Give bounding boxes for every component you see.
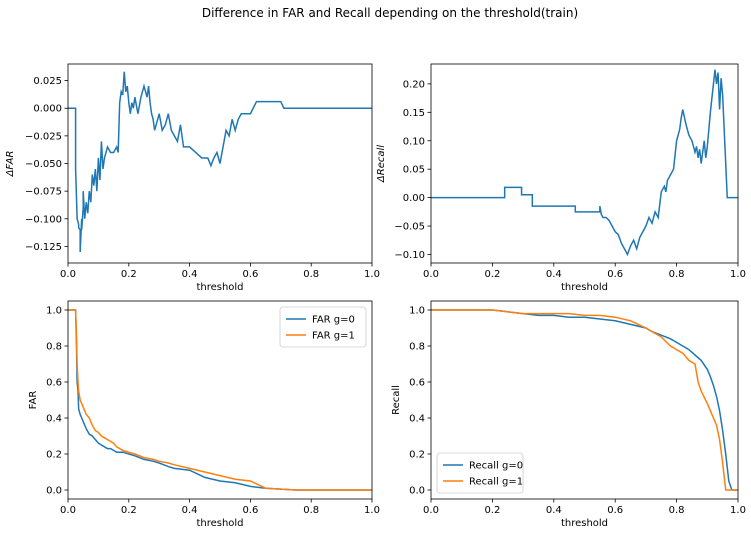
x-tick-label: 0.8 <box>303 269 319 280</box>
y-tick-label: 1.0 <box>46 306 62 317</box>
chart-panel-4: 0.0 0.2 0.4 0.6 0.8 1.0 0.0 0.2 0.4 0.6 0.8 1.0 thre… <box>391 300 746 529</box>
series-line-1 <box>431 69 738 257</box>
y-axis-label: Recall <box>391 385 402 415</box>
x-tick-label: 0.4 <box>182 269 198 280</box>
chart-panel-2: 0.0 0.2 0.4 0.6 0.8 1.0 −0.10 −0.05 0.00 0.05 0.10… <box>376 63 746 293</box>
series-line-2 <box>68 309 372 491</box>
x-tick-label: 0.4 <box>182 505 198 516</box>
y-axis-label: ΔRecall <box>376 145 387 183</box>
x-tick-label: 0.6 <box>242 505 258 516</box>
y-tick-label: 0.8 <box>46 342 62 353</box>
x-tick-label: 0.6 <box>242 269 258 280</box>
x-tick-label: 0.2 <box>121 269 137 280</box>
x-tick-label: 0.2 <box>484 269 500 280</box>
y-tick-label: 0.6 <box>409 378 425 389</box>
y-tick-label: 0.8 <box>409 342 425 353</box>
x-axis-label: threshold <box>561 518 608 529</box>
series-line-1 <box>431 309 738 491</box>
y-tick-label: 0.2 <box>46 450 62 461</box>
legend: FAR g=0 FAR g=1 <box>279 306 367 348</box>
x-tick-label: 0.8 <box>303 505 319 516</box>
x-tick-label: 0.0 <box>60 505 76 516</box>
x-axis-label: threshold <box>196 518 243 529</box>
x-axis-label: threshold <box>196 282 243 293</box>
y-tick-label: −0.025 <box>25 131 62 142</box>
y-tick-label: −0.075 <box>25 187 62 198</box>
y-tick-label: 0.00 <box>403 193 425 204</box>
x-tick-label: 0.8 <box>669 505 685 516</box>
x-tick-label: 0.4 <box>546 269 562 280</box>
y-tick-label: 0.025 <box>33 76 62 87</box>
plot-frame <box>430 300 739 500</box>
y-tick-label: 0.000 <box>33 104 62 115</box>
legend-box <box>279 306 367 348</box>
y-tick-label: 0.4 <box>46 414 62 425</box>
figure-title: Difference in FAR and Recall depending o… <box>202 6 578 20</box>
y-tick-label: −0.10 <box>394 250 425 261</box>
legend: Recall g=0 Recall g=1 <box>436 452 524 494</box>
y-tick-label: 0.0 <box>46 486 62 497</box>
y-tick-label: 0.05 <box>403 165 425 176</box>
y-tick-label: 0.2 <box>409 450 425 461</box>
legend-label: FAR g=0 <box>312 315 355 326</box>
y-tick-label: −0.100 <box>25 214 62 225</box>
y-tick-label: 0.20 <box>403 79 425 90</box>
legend-label: Recall g=0 <box>469 461 523 472</box>
legend-label: FAR g=1 <box>312 331 355 342</box>
x-tick-label: 0.8 <box>669 269 685 280</box>
y-tick-label: 0.10 <box>403 136 425 147</box>
plot-frame <box>430 63 739 264</box>
y-axis-label: FAR <box>28 391 39 410</box>
x-tick-label: 1.0 <box>364 505 380 516</box>
x-tick-label: 0.0 <box>423 269 439 280</box>
x-tick-label: 1.0 <box>730 269 746 280</box>
x-tick-label: 0.2 <box>484 505 500 516</box>
y-tick-label: 0.4 <box>409 414 425 425</box>
y-tick-label: 0.15 <box>403 108 425 119</box>
y-axis-label: ΔFAR <box>5 151 16 178</box>
x-tick-label: 1.0 <box>364 269 380 280</box>
x-tick-label: 0.0 <box>423 505 439 516</box>
legend-box <box>436 452 524 494</box>
y-tick-label: −0.05 <box>394 222 425 233</box>
x-tick-label: 0.6 <box>607 269 623 280</box>
y-tick-label: 0.6 <box>46 378 62 389</box>
x-tick-label: 1.0 <box>730 505 746 516</box>
plot-frame <box>67 300 373 500</box>
y-tick-label: 1.0 <box>409 306 425 317</box>
x-axis-label: threshold <box>561 282 608 293</box>
x-tick-label: 0.6 <box>607 505 623 516</box>
series-line-1 <box>68 309 372 491</box>
y-tick-label: −0.050 <box>25 159 62 170</box>
y-tick-label: 0.0 <box>409 486 425 497</box>
legend-label: Recall g=1 <box>469 477 523 488</box>
chart-panel-1: 0.0 0.2 0.4 0.6 0.8 1.0 −0.125 −0.100 −0.075 −0.0… <box>5 63 380 293</box>
x-tick-label: 0.4 <box>546 505 562 516</box>
series-line-2 <box>431 309 738 491</box>
y-tick-label: −0.125 <box>25 242 62 253</box>
chart-panel-3: 0.0 0.2 0.4 0.6 0.8 1.0 0.0 0.2 0.4 0.6 0.8 1.0 thre… <box>28 300 380 529</box>
x-tick-label: 0.2 <box>121 505 137 516</box>
x-tick-label: 0.0 <box>60 269 76 280</box>
series-line-1 <box>68 71 372 252</box>
